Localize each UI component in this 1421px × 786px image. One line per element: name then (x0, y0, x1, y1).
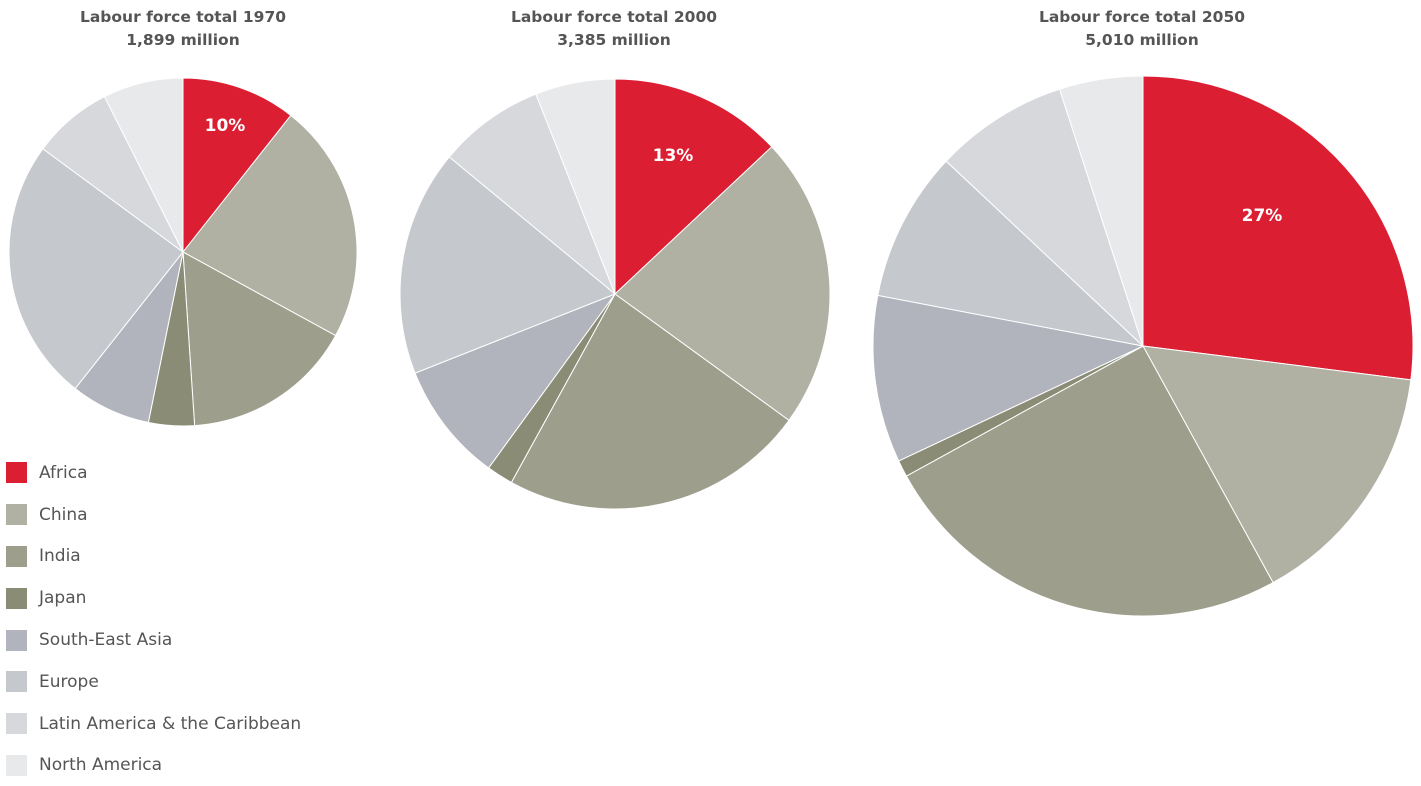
pie-title-2000-line1: Labour force total 2000 (510, 8, 718, 26)
legend-label-latin-america: Latin America & the Caribbean (39, 713, 302, 734)
legend-label-europe: Europe (39, 671, 99, 692)
pie-slice-latin-america-and-the-caribbean (448, 93, 616, 295)
pie-slice-europe (8, 148, 184, 390)
legend-label-japan: Japan (39, 588, 87, 609)
legend-label-north-america: North America (39, 755, 163, 776)
legend-label-india: India (39, 546, 81, 567)
pie-slice-north-america (103, 77, 184, 253)
legend-item-japan: Japan (6, 577, 301, 619)
pie-1970: 10% (8, 77, 358, 427)
pie-slice-india (182, 251, 337, 427)
pie-slice-latin-america-and-the-caribbean (945, 88, 1144, 347)
data-label-africa: 13% (653, 146, 694, 166)
pie-slice-china (614, 146, 831, 422)
legend-label-south-east-asia: South-East Asia (39, 630, 173, 651)
legend-label-africa: Africa (39, 462, 88, 483)
pie-slice-north-america (535, 78, 616, 295)
pie-2000: 13% (399, 78, 831, 510)
legend-item-africa: Africa (6, 452, 301, 494)
pie-total-2000: 3,385 million (557, 31, 671, 49)
legend-label-china: China (39, 504, 88, 525)
pie-slice-china (182, 114, 358, 337)
legend-item-china: China (6, 494, 301, 536)
legend-item-europe: Europe (6, 661, 301, 703)
legend-swatch-japan (6, 587, 27, 609)
data-label-africa: 27% (1242, 206, 1283, 226)
pie-slice-china (1142, 345, 1412, 584)
legend-swatch-north-america (6, 754, 27, 776)
pie-slice-india (905, 345, 1274, 617)
legend-item-south-east-asia: South-East Asia (6, 619, 301, 661)
legend-item-latin-america: Latin America & the Caribbean (6, 703, 301, 745)
legend-swatch-africa (6, 462, 27, 484)
pie-title-2000: Labour force total 2000 3,385 million (454, 6, 774, 52)
pie-slice-north-america (1058, 75, 1144, 347)
data-label-africa: 10% (205, 116, 246, 136)
legend: Africa China India Japan South-East Asia… (6, 452, 301, 786)
pie-total-2050: 5,010 million (1085, 31, 1199, 49)
pie-slice-africa (1142, 75, 1414, 381)
legend-swatch-china (6, 504, 27, 526)
pie-title-2050: Labour force total 2050 5,010 million (982, 6, 1302, 52)
pie-total-1970: 1,899 million (126, 31, 240, 49)
pie-title-1970: Labour force total 1970 1,899 million (23, 6, 343, 52)
legend-swatch-europe (6, 671, 27, 693)
legend-swatch-latin-america (6, 713, 27, 735)
pie-slice-south-east-asia (872, 294, 1145, 462)
legend-swatch-south-east-asia (6, 629, 27, 651)
pie-slice-africa (182, 77, 292, 254)
legend-swatch-india (6, 545, 27, 567)
pie-title-1970-line1: Labour force total 1970 (79, 8, 287, 26)
pie-slice-india (510, 293, 790, 510)
pie-slice-south-east-asia (414, 292, 617, 469)
legend-item-india: India (6, 536, 301, 578)
pie-slice-europe (399, 156, 616, 374)
pie-title-2050-line1: Labour force total 2050 (1038, 8, 1246, 26)
pie-slice-africa (614, 78, 773, 296)
pie-2050: 27% (872, 75, 1414, 617)
pie-slice-europe (877, 160, 1145, 347)
legend-item-north-america: North America (6, 745, 301, 786)
